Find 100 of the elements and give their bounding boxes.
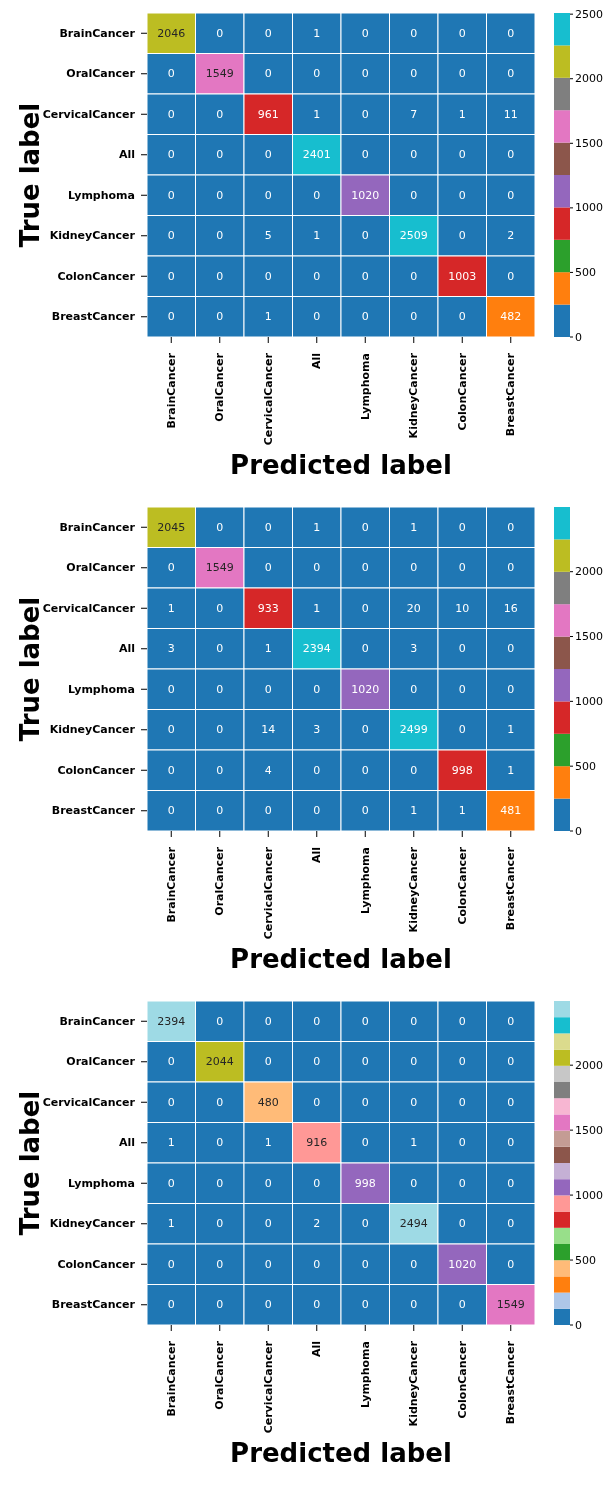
color-bar-label: 2000 xyxy=(575,565,603,579)
data-label: 0 xyxy=(264,188,272,202)
data-label: 0 xyxy=(216,1217,224,1231)
data-label: 0 xyxy=(167,148,175,162)
y-tick-label: CervicalCancer xyxy=(42,1095,136,1109)
data-label: 0 xyxy=(361,67,369,81)
data-label: 0 xyxy=(313,1095,321,1109)
data-label: 0 xyxy=(167,1298,175,1312)
x-tick-label: CervicalCancer xyxy=(261,1340,275,1434)
data-label: 0 xyxy=(264,1257,272,1271)
data-label: 0 xyxy=(410,1095,418,1109)
data-label: 0 xyxy=(507,67,515,81)
y-tick-label: BreastCancer xyxy=(51,1298,136,1312)
data-label: 0 xyxy=(507,1136,515,1150)
data-label: 0 xyxy=(264,1014,272,1028)
x-tick-label: OralCancer xyxy=(213,846,227,916)
data-label: 0 xyxy=(216,229,224,243)
data-label: 4 xyxy=(264,763,272,777)
data-label: 0 xyxy=(313,67,321,81)
data-label: 0 xyxy=(507,1014,515,1028)
data-label: 0 xyxy=(167,1055,175,1069)
y-tick-label: BrainCancer xyxy=(59,520,136,534)
x-tick-label: CervicalCancer xyxy=(261,352,275,446)
data-label: 0 xyxy=(410,310,418,324)
data-label: 0 xyxy=(216,269,224,283)
data-label: 0 xyxy=(313,682,321,696)
color-bar-label: 1500 xyxy=(575,630,603,644)
data-label: 0 xyxy=(167,1257,175,1271)
data-label: 0 xyxy=(264,561,272,575)
x-tick-label: ColonCancer xyxy=(455,352,469,431)
data-label: 0 xyxy=(313,1014,321,1028)
data-label: 0 xyxy=(458,1055,466,1069)
color-bar-label: 2500 xyxy=(575,7,603,21)
data-label: 0 xyxy=(458,1014,466,1028)
color-bar-label: 2000 xyxy=(575,1058,603,1072)
data-label: 0 xyxy=(216,723,224,737)
data-label: 0 xyxy=(361,642,369,656)
data-label: 933 xyxy=(257,601,279,615)
data-label: 0 xyxy=(167,67,175,81)
data-label: 0 xyxy=(361,229,369,243)
data-label: 0 xyxy=(264,67,272,81)
data-label: 0 xyxy=(458,229,466,243)
data-label: 0 xyxy=(410,682,418,696)
x-tick-label: ColonCancer xyxy=(455,1340,469,1419)
color-bar-label: 0 xyxy=(575,1318,582,1332)
data-label: 0 xyxy=(410,188,418,202)
x-tick-label: OralCancer xyxy=(213,352,227,422)
data-label: 998 xyxy=(451,763,473,777)
data-label: 0 xyxy=(313,269,321,283)
data-label: 0 xyxy=(313,804,321,818)
y-tick-label: BrainCancer xyxy=(59,1014,136,1028)
data-label: 998 xyxy=(354,1176,376,1190)
x-axis-title: Predicted label xyxy=(230,1438,452,1468)
data-label: 0 xyxy=(167,107,175,121)
data-label: 0 xyxy=(264,269,272,283)
data-label: 0 xyxy=(458,561,466,575)
data-label: 0 xyxy=(216,107,224,121)
x-tick-label: OralCancer xyxy=(213,1340,227,1410)
data-label: 0 xyxy=(458,67,466,81)
data-label: 0 xyxy=(507,520,515,534)
data-label: 1 xyxy=(264,1136,272,1150)
data-label: 10 xyxy=(455,601,470,615)
data-label: 0 xyxy=(410,1257,418,1271)
data-label: 0 xyxy=(458,148,466,162)
data-label: 1 xyxy=(410,1136,418,1150)
data-label: 0 xyxy=(264,26,272,40)
data-label: 0 xyxy=(216,310,224,324)
data-label: 0 xyxy=(167,804,175,818)
y-tick-label: All xyxy=(118,1136,135,1150)
data-label: 0 xyxy=(410,1298,418,1312)
x-tick-label: Lymphoma xyxy=(358,1341,372,1409)
data-label: 0 xyxy=(507,1055,515,1069)
x-tick-label: Lymphoma xyxy=(358,353,372,421)
data-label: 0 xyxy=(410,26,418,40)
data-label: 0 xyxy=(361,1217,369,1231)
y-tick-label: All xyxy=(118,148,135,162)
data-label: 0 xyxy=(264,148,272,162)
y-tick-label: CervicalCancer xyxy=(42,601,136,615)
data-label: 1 xyxy=(410,520,418,534)
data-label: 0 xyxy=(507,561,515,575)
data-label: 0 xyxy=(410,1176,418,1190)
data-label: 0 xyxy=(167,310,175,324)
x-tick-label: All xyxy=(310,353,324,370)
data-label: 0 xyxy=(361,723,369,737)
data-label: 2499 xyxy=(399,723,428,737)
color-bar-label: 0 xyxy=(575,330,582,344)
data-label: 1 xyxy=(313,229,321,243)
data-label: 1 xyxy=(507,723,515,737)
data-label: 1 xyxy=(458,804,466,818)
data-label: 1 xyxy=(264,642,272,656)
data-label: 0 xyxy=(313,561,321,575)
y-tick-label: Lymphoma xyxy=(67,1176,135,1190)
data-label: 0 xyxy=(410,148,418,162)
data-label: 0 xyxy=(507,1217,515,1231)
data-label: 1 xyxy=(458,107,466,121)
data-label: 0 xyxy=(458,682,466,696)
data-label: 0 xyxy=(507,269,515,283)
color-bar-label: 1500 xyxy=(575,1123,603,1137)
color-bar-label: 1000 xyxy=(575,1188,603,1202)
data-label: 0 xyxy=(167,723,175,737)
